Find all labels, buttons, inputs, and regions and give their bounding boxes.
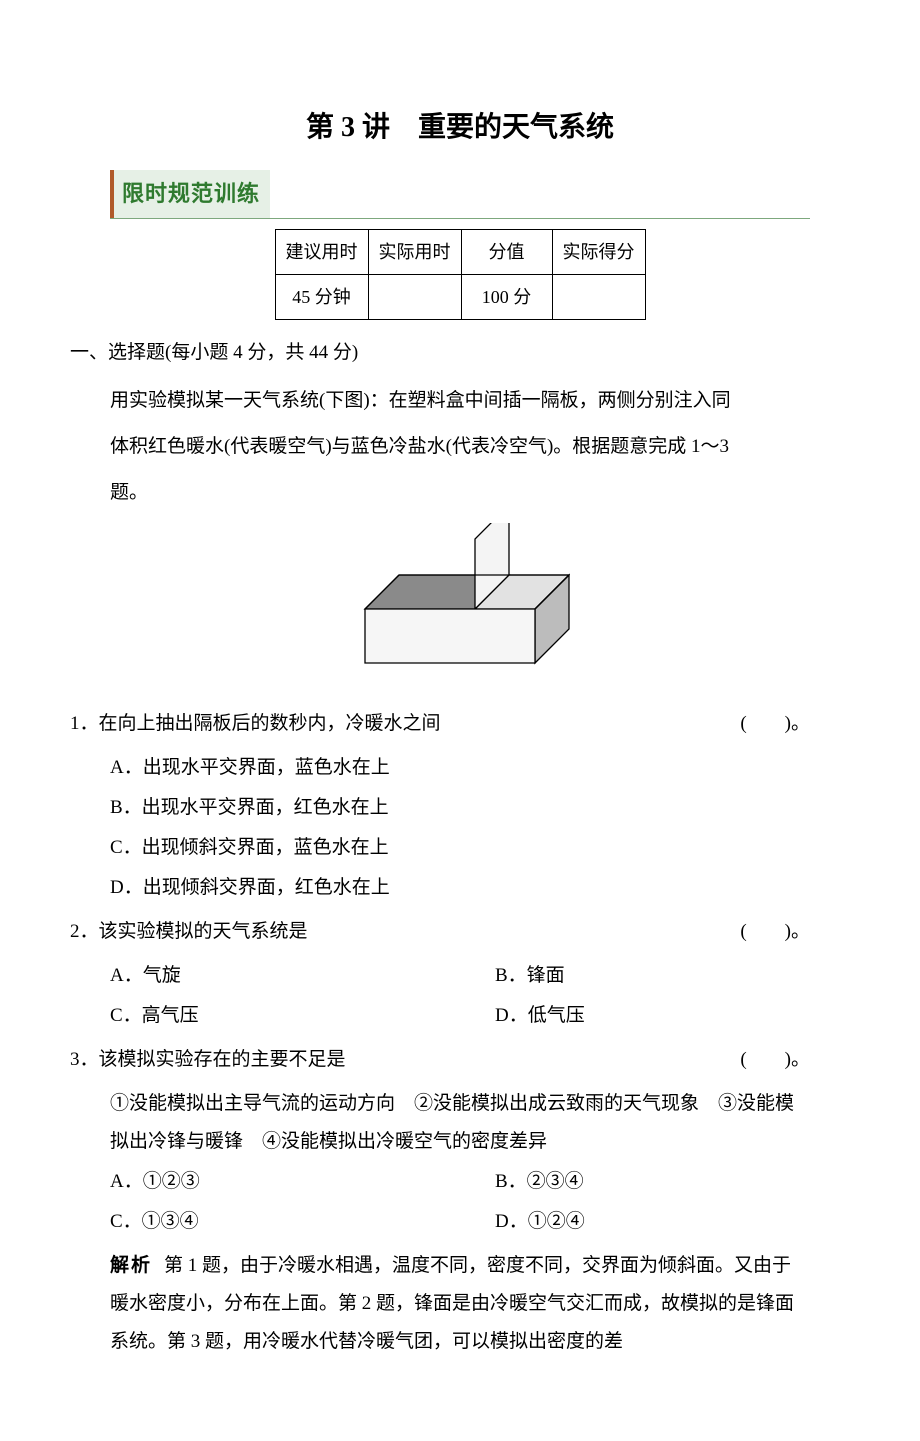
q2-opt-b: B．锋面 (495, 957, 565, 995)
q1-opt-c: C．出现倾斜交界面，蓝色水在上 (110, 829, 810, 867)
q1-options: A．出现水平交界面，蓝色水在上 B．出现水平交界面，红色水在上 C．出现倾斜交界… (110, 749, 810, 907)
q2-stem: 2．该实验模拟的天气系统是 (70, 913, 308, 951)
question-3: 3．该模拟实验存在的主要不足是 ( )。 (70, 1041, 810, 1079)
q2-paren: ( )。 (740, 913, 810, 951)
td-actual-time (368, 275, 461, 320)
td-score: 100 分 (461, 275, 552, 320)
q3-opt-c: C．①③④ (110, 1203, 495, 1241)
q3-paren: ( )。 (740, 1041, 810, 1079)
part-heading: 一、选择题(每小题 4 分，共 44 分) (70, 334, 810, 372)
question-1: 1．在向上抽出隔板后的数秒内，冷暖水之间 ( )。 (70, 705, 810, 743)
table-row: 45 分钟 100 分 (275, 275, 645, 320)
analysis-block: 解析第 1 题，由于冷暖水相遇，温度不同，密度不同，交界面为倾斜面。又由于暖水密… (110, 1247, 810, 1361)
th-actual-score: 实际得分 (552, 230, 645, 275)
lesson-title: 第 3 讲 重要的天气系统 (110, 100, 810, 156)
q2-options: A．气旋 B．锋面 C．高气压 D．低气压 (110, 957, 810, 1035)
section-banner-label: 限时规范训练 (110, 170, 270, 218)
td-actual-score (552, 275, 645, 320)
q1-opt-a: A．出现水平交界面，蓝色水在上 (110, 749, 810, 787)
th-actual-time: 实际用时 (368, 230, 461, 275)
analysis-label: 解析 (110, 1255, 152, 1276)
th-suggested-time: 建议用时 (275, 230, 368, 275)
q1-paren: ( )。 (740, 705, 810, 743)
intro-block: 用实验模拟某一天气系统(下图)：在塑料盒中间插一隔板，两侧分别注入同 体积红色暖… (110, 380, 810, 513)
q1-stem: 1．在向上抽出隔板后的数秒内，冷暖水之间 (70, 705, 441, 743)
q3-stem: 3．该模拟实验存在的主要不足是 (70, 1041, 346, 1079)
q2-opt-c: C．高气压 (110, 997, 495, 1035)
intro-line: 体积红色暖水(代表暖空气)与蓝色冷盐水(代表冷空气)。根据题意完成 1～3 (110, 426, 810, 468)
analysis-text: 第 1 题，由于冷暖水相遇，温度不同，密度不同，交界面为倾斜面。又由于暖水密度小… (110, 1255, 794, 1352)
table-row: 建议用时 实际用时 分值 实际得分 (275, 230, 645, 275)
q3-list: ①没能模拟出主导气流的运动方向 ②没能模拟出成云致雨的天气现象 ③没能模拟出冷锋… (110, 1085, 810, 1161)
td-suggested-time: 45 分钟 (275, 275, 368, 320)
q1-opt-d: D．出现倾斜交界面，红色水在上 (110, 869, 810, 907)
q1-opt-b: B．出现水平交界面，红色水在上 (110, 789, 810, 827)
q3-opt-a: A．①②③ (110, 1163, 495, 1201)
experiment-figure (110, 523, 810, 687)
section-banner: 限时规范训练 (110, 170, 810, 219)
q3-options: ①没能模拟出主导气流的运动方向 ②没能模拟出成云致雨的天气现象 ③没能模拟出冷锋… (110, 1085, 810, 1241)
intro-line: 题。 (110, 472, 810, 514)
question-2: 2．该实验模拟的天气系统是 ( )。 (70, 913, 810, 951)
intro-line: 用实验模拟某一天气系统(下图)：在塑料盒中间插一隔板，两侧分别注入同 (110, 380, 810, 422)
q3-opt-b: B．②③④ (495, 1163, 584, 1201)
q2-opt-d: D．低气压 (495, 997, 585, 1035)
box-diagram-icon (350, 523, 570, 673)
time-table: 建议用时 实际用时 分值 实际得分 45 分钟 100 分 (275, 229, 646, 320)
th-score: 分值 (461, 230, 552, 275)
q3-opt-d: D．①②④ (495, 1203, 585, 1241)
q2-opt-a: A．气旋 (110, 957, 495, 995)
